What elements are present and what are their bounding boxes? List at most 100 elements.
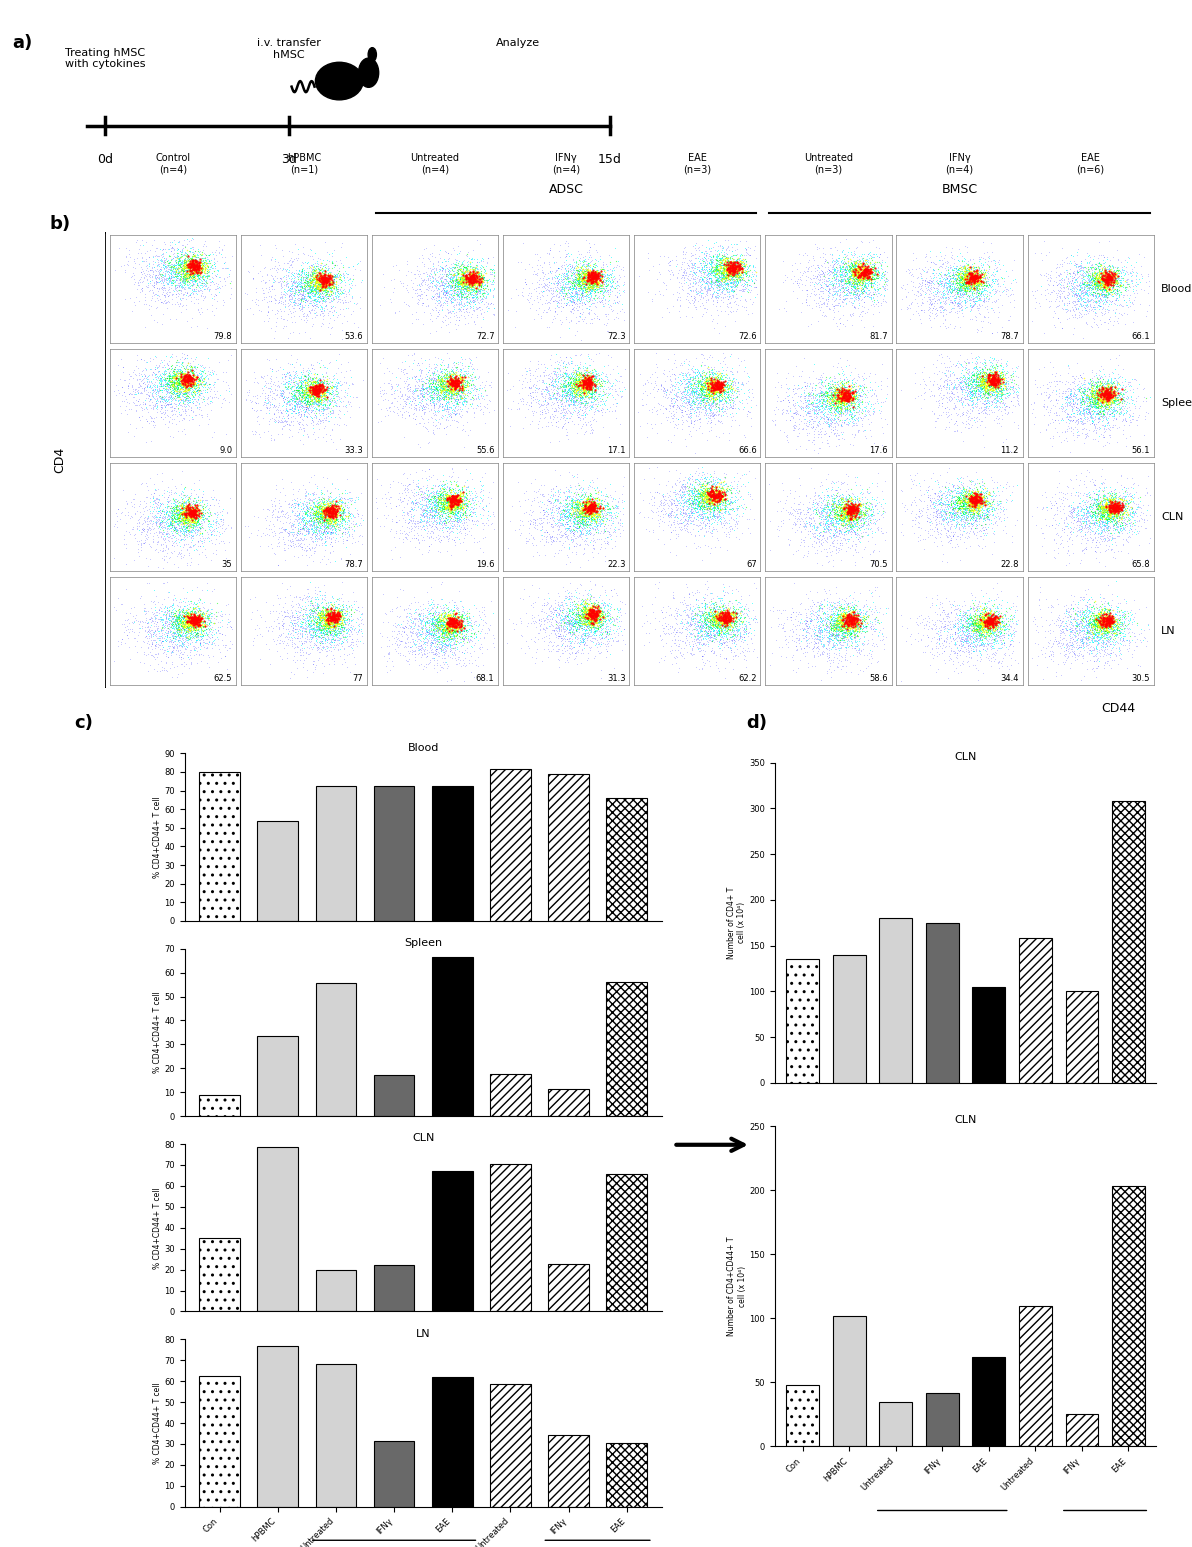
Point [471, 261, 490, 286]
Point [184, 602, 203, 627]
Point [1058, 605, 1078, 630]
Point [584, 506, 603, 531]
Point [312, 265, 331, 289]
Point [796, 393, 815, 418]
Point [515, 374, 534, 399]
Point [1087, 263, 1106, 288]
Point [193, 249, 212, 274]
Point [838, 487, 857, 512]
Point [163, 282, 182, 306]
Point [447, 401, 466, 425]
Point [911, 396, 930, 421]
Point [843, 627, 862, 651]
Point [842, 261, 861, 286]
Point [1093, 376, 1112, 401]
Point [453, 373, 472, 398]
Point [648, 390, 668, 415]
Point [969, 387, 988, 412]
Point [575, 497, 594, 521]
Point [590, 370, 609, 394]
Point [581, 370, 600, 394]
Point [164, 360, 184, 385]
Point [186, 265, 205, 289]
Point [695, 367, 714, 391]
Point [1087, 639, 1106, 664]
Point [1089, 266, 1109, 291]
Point [348, 501, 367, 526]
Point [179, 631, 198, 656]
Point [840, 506, 859, 531]
Point [411, 359, 430, 384]
Point [180, 377, 199, 402]
Point [685, 486, 704, 511]
Point [181, 254, 200, 278]
Point [1095, 382, 1115, 407]
Point [839, 368, 858, 393]
Point [179, 497, 198, 521]
Point [834, 617, 853, 642]
Point [902, 467, 921, 492]
Point [834, 373, 853, 398]
Point [184, 526, 203, 551]
Point [975, 288, 994, 312]
Point [443, 602, 462, 627]
Point [439, 489, 458, 514]
Point [1091, 616, 1110, 640]
Point [290, 280, 309, 305]
Point [308, 268, 327, 292]
Point [987, 382, 1006, 407]
Point [744, 606, 763, 631]
Point [174, 489, 193, 514]
Point [445, 238, 464, 263]
Point [710, 588, 730, 613]
Point [833, 605, 852, 630]
Point [434, 374, 453, 399]
Point [837, 379, 856, 404]
Point [1118, 613, 1137, 637]
Point [342, 492, 361, 517]
Point [1110, 490, 1129, 515]
Point [685, 614, 704, 639]
Point [670, 368, 689, 393]
Point [186, 610, 205, 634]
Point [831, 384, 850, 408]
Point [1025, 631, 1044, 656]
Point [979, 589, 998, 614]
Point [864, 254, 883, 278]
Point [950, 500, 969, 524]
Point [312, 398, 331, 422]
Point [207, 603, 226, 628]
Point [1064, 248, 1084, 272]
Point [442, 497, 461, 521]
Point [175, 371, 194, 396]
Point [862, 614, 881, 639]
Point [714, 257, 733, 282]
Text: 15d: 15d [598, 153, 622, 167]
Point [1100, 610, 1119, 634]
Point [296, 585, 315, 610]
Point [304, 255, 323, 280]
Point [572, 509, 591, 534]
Point [573, 490, 592, 515]
Point [156, 254, 175, 278]
Point [428, 605, 447, 630]
Point [194, 511, 213, 535]
Point [1068, 254, 1087, 278]
Point [292, 268, 311, 292]
Point [303, 376, 322, 401]
Point [459, 275, 478, 300]
Point [188, 613, 207, 637]
Point [550, 269, 569, 294]
Point [1099, 495, 1118, 520]
Point [297, 501, 316, 526]
Point [1089, 376, 1109, 401]
Point [724, 388, 743, 413]
Point [715, 606, 734, 631]
Point [294, 537, 313, 562]
Point [466, 263, 485, 288]
Point [335, 498, 354, 523]
Point [447, 614, 466, 639]
Point [579, 368, 598, 393]
Point [1078, 501, 1097, 526]
Point [190, 611, 209, 636]
